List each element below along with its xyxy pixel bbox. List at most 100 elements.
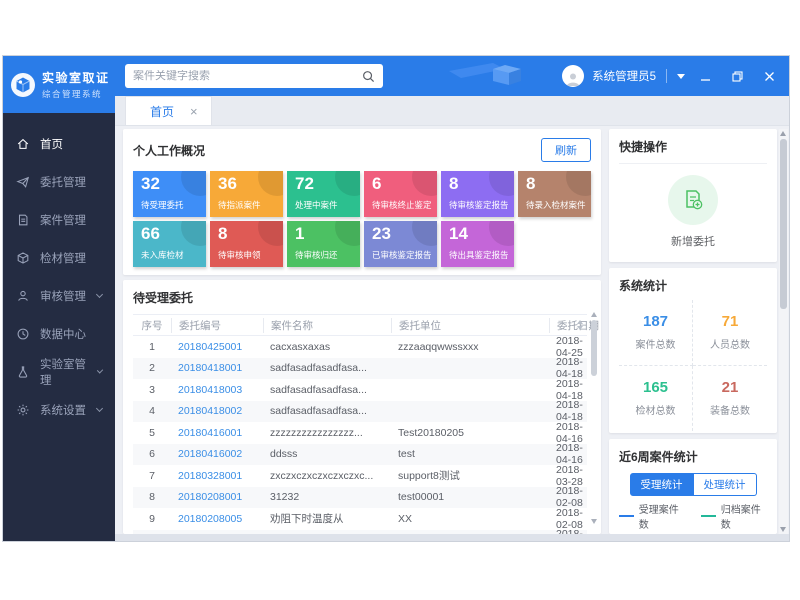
panel-scroll-up-icon[interactable] <box>780 131 786 136</box>
stat-card-label: 待审核归还 <box>295 249 338 260</box>
sidebar-item-icon <box>16 213 30 227</box>
cell-index: 4 <box>149 405 155 418</box>
sidebar-item-review[interactable]: 审核管理 <box>3 277 115 315</box>
tab-close-icon[interactable]: × <box>190 103 198 119</box>
table-body: 1 20180425001 cacxasxaxas zzzaaqqwwssxxx… <box>133 336 587 534</box>
cell-entrust-unit: zzzaaqqwwssxxx <box>398 340 479 353</box>
stat-card[interactable]: 66 未入库检材 <box>133 221 206 267</box>
cell-entrust-id-link[interactable]: 20180208005 <box>178 512 243 525</box>
chevron-down-icon <box>95 290 104 299</box>
sidebar-item-label: 系统设置 <box>40 405 86 417</box>
table-row[interactable]: 8 20180208001 31232 test00001 2018-02-08 <box>133 485 587 510</box>
table-row[interactable]: 4 20180418002 sadfasadfasadfasa... 2018-… <box>133 399 587 423</box>
new-entrust-button[interactable] <box>668 175 718 225</box>
stat-card[interactable]: 8 待录入检材案件 <box>518 171 591 217</box>
search-box[interactable] <box>125 64 383 88</box>
sidebar-item-case[interactable]: 案件管理 <box>3 201 115 239</box>
stat-card[interactable]: 72 处理中案件 <box>287 171 360 217</box>
cell-entrust-date: 2018-04-16 <box>556 420 583 445</box>
cell-entrust-id-link[interactable]: 20180418001 <box>178 362 243 375</box>
restore-button[interactable] <box>725 64 749 88</box>
header-cube-decoration <box>447 61 557 96</box>
panel-scroll-down-icon[interactable] <box>780 527 786 532</box>
stat-card[interactable]: 32 待受理委托 <box>133 171 206 217</box>
table-header: 序号 委托编号 案件名称 委托单位 委托日期 <box>133 314 599 336</box>
cell-entrust-id-link[interactable]: 20180425001 <box>178 340 243 353</box>
chart-tab[interactable]: 处理统计 <box>693 473 757 496</box>
tabbar: 首页 × <box>115 96 789 126</box>
cell-entrust-date: 2018-04-18 <box>556 377 583 402</box>
content: 个人工作概况 刷新 32 待受理委托 36 待指派案件 72 处理中案件 6 待… <box>115 126 789 534</box>
scroll-up-icon[interactable] <box>591 312 597 317</box>
scroll-thumb[interactable] <box>591 320 597 376</box>
table-row[interactable]: 7 20180328001 zxczxczxczxczxczxc... supp… <box>133 464 587 488</box>
stat-card[interactable]: 6 待审核终止鉴定 <box>364 171 437 217</box>
stat-card-value: 14 <box>449 224 468 243</box>
close-button[interactable] <box>757 64 781 88</box>
stat-card-label: 未入库检材 <box>141 249 184 260</box>
table-row[interactable]: 10 20180201001 rthrthrth test 2018-02-01 <box>133 528 587 534</box>
table-row[interactable]: 3 20180418003 sadfasadfasadfasa... 2018-… <box>133 377 587 402</box>
new-entrust-label[interactable]: 新增委托 <box>671 236 715 248</box>
table-row[interactable]: 9 20180208005 劝阻下时温度从 XX 2018-02-08 <box>133 507 587 531</box>
sidebar-item-label: 检材管理 <box>40 253 86 265</box>
legend-line-swatch <box>619 515 634 517</box>
system-stat-label: 案件总数 <box>635 340 676 351</box>
titlebar-right: 系统管理员5 <box>562 64 781 88</box>
stat-card[interactable]: 23 已审核鉴定报告 <box>364 221 437 267</box>
system-stat-value: 21 <box>721 379 739 396</box>
stat-card-label: 待审核鉴定报告 <box>449 199 509 210</box>
stat-card[interactable]: 36 待指派案件 <box>210 171 283 217</box>
sidebar-item-entrust[interactable]: 委托管理 <box>3 163 115 201</box>
stat-card-value: 32 <box>141 174 160 193</box>
search-icon[interactable] <box>362 70 375 83</box>
stat-card-value: 23 <box>372 224 391 243</box>
system-stat-item: 21 装备总数 <box>693 366 767 431</box>
cell-entrust-id-link[interactable]: 20180208001 <box>178 491 243 504</box>
chart-tab[interactable]: 受理统计 <box>629 473 694 496</box>
panel-scrollbar[interactable] <box>779 129 788 534</box>
table-scrollbar[interactable] <box>590 312 598 524</box>
cell-entrust-id-link[interactable]: 20180418003 <box>178 383 243 396</box>
system-stat-value: 187 <box>642 313 669 330</box>
logo-cube-icon <box>10 72 36 98</box>
minimize-button[interactable] <box>693 64 717 88</box>
user-menu-caret-icon[interactable] <box>677 73 685 79</box>
cell-case-name: zzzzzzzzzzzzzzzz... <box>270 426 363 439</box>
cell-entrust-id-link[interactable]: 20180416001 <box>178 426 243 439</box>
username[interactable]: 系统管理员5 <box>592 71 656 83</box>
cell-entrust-id-link[interactable]: 20180416002 <box>178 448 243 461</box>
refresh-button[interactable]: 刷新 <box>541 138 591 162</box>
table-row[interactable]: 1 20180425001 cacxasxaxas zzzaaqqwwssxxx… <box>133 336 587 359</box>
sidebar-item-home[interactable]: 首页 <box>3 125 115 163</box>
tab-home[interactable]: 首页 × <box>125 96 212 125</box>
stat-card[interactable]: 1 待审核归还 <box>287 221 360 267</box>
sidebar-item-material[interactable]: 检材管理 <box>3 239 115 277</box>
table-row[interactable]: 5 20180416001 zzzzzzzzzzzzzzzz... Test20… <box>133 420 587 445</box>
panel-scroll-thumb[interactable] <box>780 139 787 309</box>
app-title-line2: 综合管理系统 <box>42 89 103 99</box>
cell-entrust-id-link[interactable]: 20180328001 <box>178 469 243 482</box>
table-row[interactable]: 6 20180416002 ddsss test 2018-04-16 <box>133 442 587 466</box>
system-stat-label: 装备总数 <box>710 406 750 417</box>
cell-entrust-unit: test <box>398 448 415 461</box>
cell-entrust-id-link[interactable]: 20180418002 <box>178 405 243 418</box>
user-avatar[interactable] <box>562 65 585 87</box>
cell-entrust-date: 2018-02-08 <box>556 485 583 510</box>
search-input[interactable] <box>133 70 362 82</box>
stat-card-value: 1 <box>295 224 305 243</box>
table-row[interactable]: 2 20180418001 sadfasadfasadfasa... 2018-… <box>133 356 587 380</box>
sort-icon[interactable] <box>577 320 587 330</box>
stat-card-label: 待出具鉴定报告 <box>449 249 509 260</box>
stat-card-label: 待受理委托 <box>141 199 184 210</box>
stat-card[interactable]: 14 待出具鉴定报告 <box>441 221 514 267</box>
quick-actions-panel: 快捷操作 新增委托 <box>609 129 777 262</box>
scroll-down-icon[interactable] <box>591 519 597 524</box>
sidebar-item-data[interactable]: 数据中心 <box>3 315 115 353</box>
sidebar-item-settings[interactable]: 系统设置 <box>3 391 115 429</box>
cell-index: 9 <box>149 512 155 525</box>
sidebar-item-lab[interactable]: 实验室管理 <box>3 353 115 391</box>
stat-card[interactable]: 8 待审核申领 <box>210 221 283 267</box>
stat-card[interactable]: 8 待审核鉴定报告 <box>441 171 514 217</box>
cell-index: 3 <box>149 383 155 396</box>
